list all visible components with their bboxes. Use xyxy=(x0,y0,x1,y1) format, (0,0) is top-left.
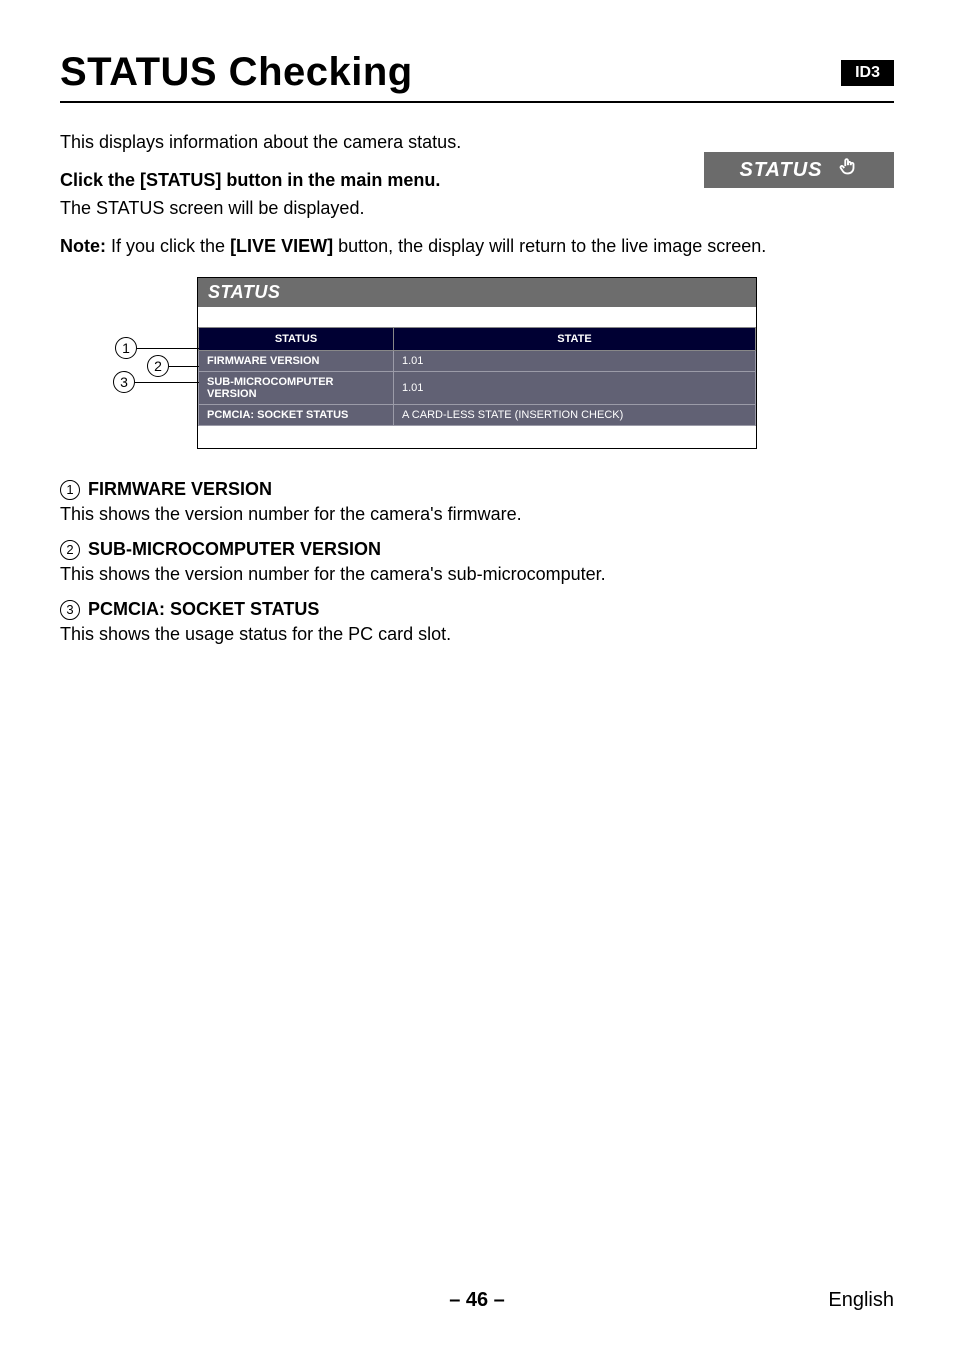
status-button[interactable]: STATUS xyxy=(704,152,894,188)
callout-leader-line xyxy=(169,366,199,368)
callout-number: 1 xyxy=(115,337,137,359)
note-label: Note: xyxy=(60,236,106,256)
note-live-view: [LIVE VIEW] xyxy=(230,236,333,256)
status-table: STATUS STATE FIRMWARE VERSION 1.01 SUB-M… xyxy=(198,327,756,426)
table-row: PCMCIA: SOCKET STATUS A CARD-LESS STATE … xyxy=(199,405,756,426)
page-title: STATUS Checking xyxy=(60,50,413,95)
status-row-label: PCMCIA: SOCKET STATUS xyxy=(199,405,394,426)
id-badge: ID3 xyxy=(841,60,894,86)
def-3-body: This shows the usage status for the PC c… xyxy=(60,624,894,645)
page-footer: – 46 – English xyxy=(0,1289,954,1312)
def-2-title: SUB-MICROCOMPUTER VERSION xyxy=(88,539,381,560)
def-2-body: This shows the version number for the ca… xyxy=(60,564,894,585)
note-text-a: If you click the xyxy=(106,236,230,256)
status-panel-title: STATUS xyxy=(198,278,756,307)
intro-line-3: The STATUS screen will be displayed. xyxy=(60,195,894,221)
table-row: SUB-MICROCOMPUTER VERSION 1.01 xyxy=(199,372,756,405)
def-3-heading: 3 PCMCIA: SOCKET STATUS xyxy=(60,599,894,620)
callout-leader-line xyxy=(135,382,199,384)
status-row-value: 1.01 xyxy=(394,351,756,372)
status-row-value: 1.01 xyxy=(394,372,756,405)
callout-number: 3 xyxy=(113,371,135,393)
status-panel: STATUS STATUS STATE FIRMWARE VERSION 1.0… xyxy=(197,277,757,449)
page-number: – 46 – xyxy=(60,1289,894,1312)
def-1-body: This shows the version number for the ca… xyxy=(60,504,894,525)
language-label: English xyxy=(828,1289,894,1312)
callout-leader-line xyxy=(137,348,199,350)
table-row: FIRMWARE VERSION 1.01 xyxy=(199,351,756,372)
def-number: 3 xyxy=(60,600,80,620)
callout-3: 3 xyxy=(113,371,199,393)
note-text-b: button, the display will return to the l… xyxy=(333,236,766,256)
status-button-label: STATUS xyxy=(739,159,822,182)
status-row-label: SUB-MICROCOMPUTER VERSION xyxy=(199,372,394,405)
status-screenshot: 1 2 3 STATUS STATUS STATE FIRMWARE VERSI… xyxy=(197,277,757,449)
status-row-value: A CARD-LESS STATE (INSERTION CHECK) xyxy=(394,405,756,426)
status-panel-footer-space xyxy=(198,426,756,448)
def-3-title: PCMCIA: SOCKET STATUS xyxy=(88,599,319,620)
status-row-label: FIRMWARE VERSION xyxy=(199,351,394,372)
document-page: STATUS Checking ID3 This displays inform… xyxy=(0,0,954,1352)
status-table-header-row: STATUS STATE xyxy=(199,328,756,351)
cursor-hand-icon xyxy=(837,156,859,184)
def-1-heading: 1 FIRMWARE VERSION xyxy=(60,479,894,500)
intro-note: Note: If you click the [LIVE VIEW] butto… xyxy=(60,233,894,259)
def-1-title: FIRMWARE VERSION xyxy=(88,479,272,500)
def-2-heading: 2 SUB-MICROCOMPUTER VERSION xyxy=(60,539,894,560)
status-col-status: STATUS xyxy=(199,328,394,351)
def-number: 1 xyxy=(60,480,80,500)
status-panel-spacer xyxy=(198,307,756,327)
def-number: 2 xyxy=(60,540,80,560)
page-header: STATUS Checking ID3 xyxy=(60,50,894,103)
status-col-state: STATE xyxy=(394,328,756,351)
